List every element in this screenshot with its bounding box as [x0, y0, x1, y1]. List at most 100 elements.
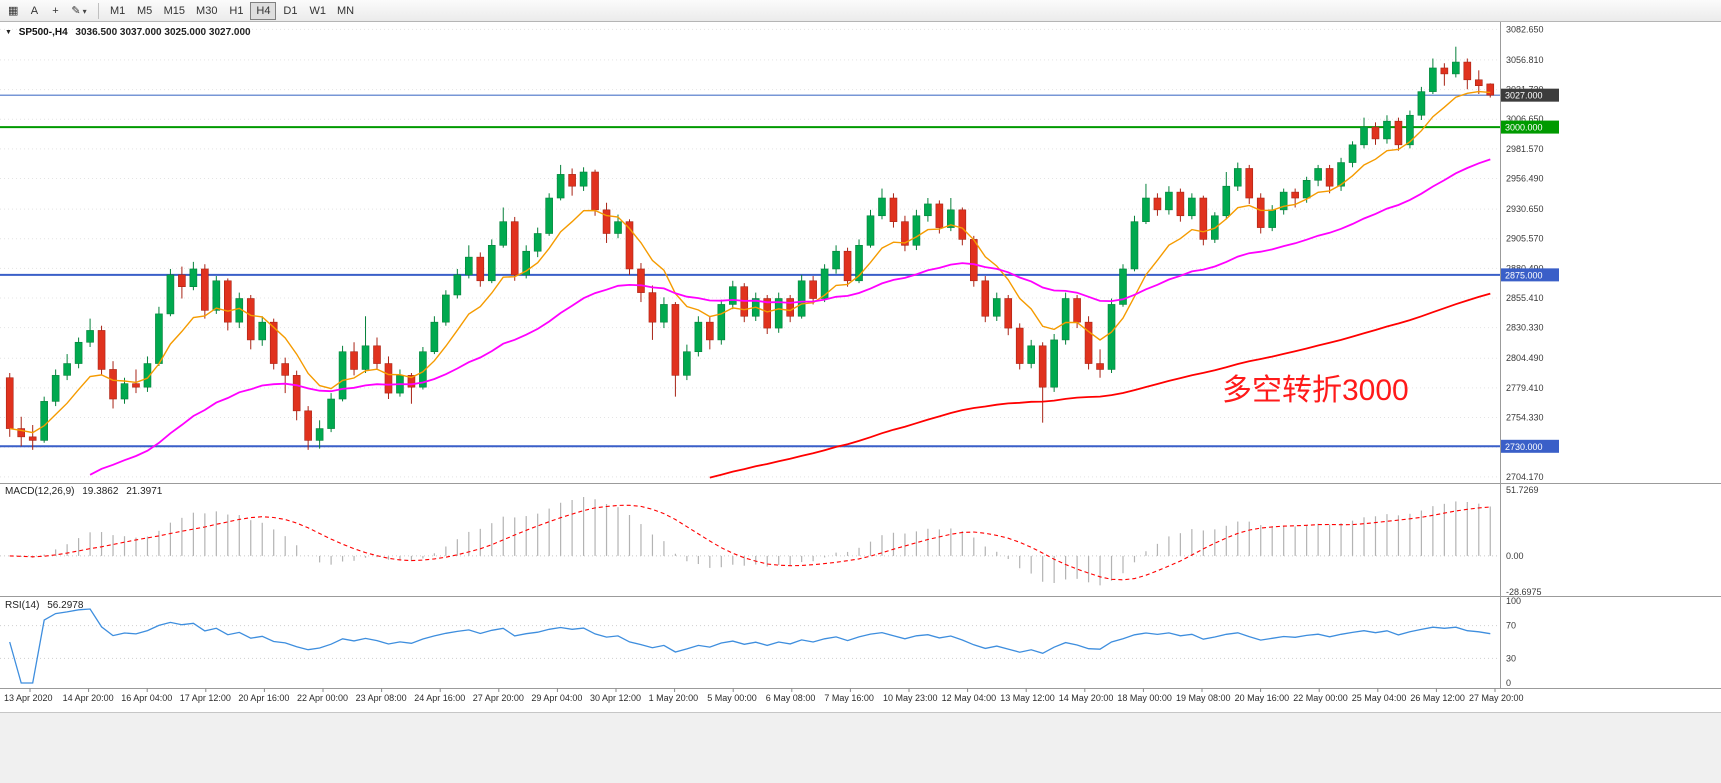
- chart-title: ▼ SP500-,H4 3036.500 3037.000 3025.000 3…: [5, 27, 251, 38]
- svg-text:2855.410: 2855.410: [1506, 293, 1544, 303]
- svg-text:2930.650: 2930.650: [1506, 204, 1544, 214]
- macd-label: MACD(12,26,9) 19.3862 21.3971: [5, 486, 162, 497]
- svg-text:2956.490: 2956.490: [1506, 174, 1544, 184]
- svg-text:70: 70: [1506, 621, 1516, 631]
- timeframe-h1-button[interactable]: H1: [223, 2, 249, 20]
- chart-window-icon[interactable]: ▦: [3, 2, 23, 20]
- price-grid: [0, 28, 1500, 478]
- crosshair-icon[interactable]: +: [45, 2, 65, 20]
- svg-text:2704.170: 2704.170: [1506, 472, 1544, 482]
- svg-text:3000.000: 3000.000: [1505, 123, 1543, 133]
- svg-text:2830.330: 2830.330: [1506, 323, 1544, 333]
- svg-text:16 Apr 04:00: 16 Apr 04:00: [121, 693, 172, 703]
- chart-ohlc-values: 3036.500 3037.000 3025.000 3027.000: [75, 27, 251, 38]
- svg-text:27 Apr 20:00: 27 Apr 20:00: [473, 693, 524, 703]
- svg-text:-28.6975: -28.6975: [1506, 587, 1542, 597]
- svg-text:0: 0: [1506, 678, 1511, 688]
- timeframe-h4-button[interactable]: H4: [250, 1, 277, 20]
- svg-text:30: 30: [1506, 653, 1516, 663]
- svg-text:2875.000: 2875.000: [1505, 270, 1543, 280]
- svg-text:24 Apr 16:00: 24 Apr 16:00: [414, 693, 465, 703]
- svg-text:20 Apr 16:00: 20 Apr 16:00: [238, 693, 289, 703]
- timeframe-d1-button[interactable]: D1: [277, 2, 303, 20]
- ma-fast: [9, 90, 1491, 434]
- pencil-icon: ✎: [71, 4, 81, 17]
- rsi-name: RSI(14): [5, 600, 40, 611]
- horizontal-lines: [0, 94, 1500, 448]
- hline-2875-price-box: [1501, 268, 1559, 282]
- svg-text:3006.650: 3006.650: [1506, 114, 1544, 124]
- svg-text:3082.650: 3082.650: [1506, 24, 1544, 34]
- price-axis[interactable]: 3082.6503056.8103031.7303006.6502981.570…: [1501, 24, 1559, 482]
- macd-signal-line: [9, 504, 1491, 581]
- svg-text:5 May 00:00: 5 May 00:00: [707, 693, 757, 703]
- svg-text:13 Apr 2020: 13 Apr 2020: [4, 693, 53, 703]
- svg-text:2804.490: 2804.490: [1506, 353, 1544, 363]
- svg-text:12 May 04:00: 12 May 04:00: [942, 693, 997, 703]
- svg-text:23 Apr 08:00: 23 Apr 08:00: [356, 693, 407, 703]
- ma-mid: [89, 158, 1491, 476]
- hline-2730-price-box: [1501, 439, 1559, 453]
- macd-name: MACD(12,26,9): [5, 486, 75, 497]
- timeframe-m30-button[interactable]: M30: [191, 2, 222, 20]
- svg-text:30 Apr 12:00: 30 Apr 12:00: [590, 693, 641, 703]
- timeframe-m1-button[interactable]: M1: [105, 2, 131, 20]
- rsi-value: 56.2978: [47, 600, 84, 611]
- svg-text:26 May 12:00: 26 May 12:00: [1410, 693, 1465, 703]
- svg-text:18 May 00:00: 18 May 00:00: [1117, 693, 1172, 703]
- panel-separators: [0, 22, 1721, 689]
- svg-text:29 Apr 04:00: 29 Apr 04:00: [531, 693, 582, 703]
- svg-text:22 May 00:00: 22 May 00:00: [1293, 693, 1348, 703]
- bid-price-line-price-box: [1501, 88, 1559, 102]
- draw-tools-button[interactable]: ✎ ▾: [66, 2, 91, 20]
- annotation-a-icon[interactable]: A: [24, 2, 44, 20]
- macd-panel: 51.7269 0.00 -28.6975: [0, 485, 1542, 597]
- chart-canvas[interactable]: 多空转折30003082.6503056.8103031.7303006.650…: [0, 22, 1721, 712]
- svg-text:2905.570: 2905.570: [1506, 234, 1544, 244]
- svg-text:2779.410: 2779.410: [1506, 383, 1544, 393]
- svg-text:10 May 23:00: 10 May 23:00: [883, 693, 938, 703]
- timeframe-toolbar: M1 M5 M15 M30 H1 H4 D1 W1 MN: [105, 1, 359, 20]
- svg-text:2730.000: 2730.000: [1505, 442, 1543, 452]
- svg-text:19 May 08:00: 19 May 08:00: [1176, 693, 1231, 703]
- annotation-text[interactable]: 多空转折3000: [1222, 374, 1409, 407]
- svg-text:6 May 08:00: 6 May 08:00: [766, 693, 816, 703]
- svg-text:3027.000: 3027.000: [1505, 91, 1543, 101]
- svg-text:27 May 20:00: 27 May 20:00: [1469, 693, 1524, 703]
- time-axis[interactable]: 13 Apr 2020 14 Apr 20:00 16 Apr 04:00 17 Ap…: [4, 688, 1524, 704]
- svg-text:22 Apr 00:00: 22 Apr 00:00: [297, 693, 348, 703]
- ma-slow: [709, 292, 1491, 479]
- moving-averages: [9, 90, 1491, 479]
- rsi-line: [9, 608, 1491, 684]
- svg-text:20 May 16:00: 20 May 16:00: [1235, 693, 1290, 703]
- hline-3000-price-box: [1501, 120, 1559, 134]
- svg-text:14 May 20:00: 14 May 20:00: [1059, 693, 1114, 703]
- svg-text:1 May 20:00: 1 May 20:00: [649, 693, 699, 703]
- svg-text:13 May 12:00: 13 May 12:00: [1000, 693, 1055, 703]
- rsi-panel: 100 70 30 0: [0, 596, 1521, 688]
- chart-symbol-period: SP500-,H4: [18, 27, 68, 38]
- svg-text:2754.330: 2754.330: [1506, 413, 1544, 423]
- toolbar-separator: [97, 2, 99, 19]
- macd-value-signal: 21.3971: [126, 486, 163, 497]
- bottom-strip: [0, 712, 1721, 783]
- timeframe-w1-button[interactable]: W1: [304, 2, 331, 20]
- timeframe-m15-button[interactable]: M15: [159, 2, 190, 20]
- timeframe-mn-button[interactable]: MN: [332, 2, 359, 20]
- svg-text:3056.810: 3056.810: [1506, 55, 1544, 65]
- main-toolbar: ▦ A + ✎ ▾ M1 M5 M15 M30 H1 H4 D1 W1 MN: [0, 0, 1721, 22]
- svg-text:0.00: 0.00: [1506, 551, 1524, 561]
- svg-text:25 May 04:00: 25 May 04:00: [1352, 693, 1407, 703]
- svg-text:100: 100: [1506, 596, 1521, 606]
- collapse-caret-icon[interactable]: ▼: [5, 29, 12, 36]
- svg-text:17 Apr 12:00: 17 Apr 12:00: [180, 693, 231, 703]
- dropdown-arrow-icon: ▾: [82, 6, 87, 16]
- svg-text:7 May 16:00: 7 May 16:00: [824, 693, 874, 703]
- svg-text:2981.570: 2981.570: [1506, 144, 1544, 154]
- rsi-label: RSI(14) 56.2978: [5, 600, 83, 611]
- svg-text:14 Apr 20:00: 14 Apr 20:00: [63, 693, 114, 703]
- timeframe-m5-button[interactable]: M5: [132, 2, 158, 20]
- macd-value-main: 19.3862: [82, 486, 119, 497]
- svg-text:51.7269: 51.7269: [1506, 485, 1539, 495]
